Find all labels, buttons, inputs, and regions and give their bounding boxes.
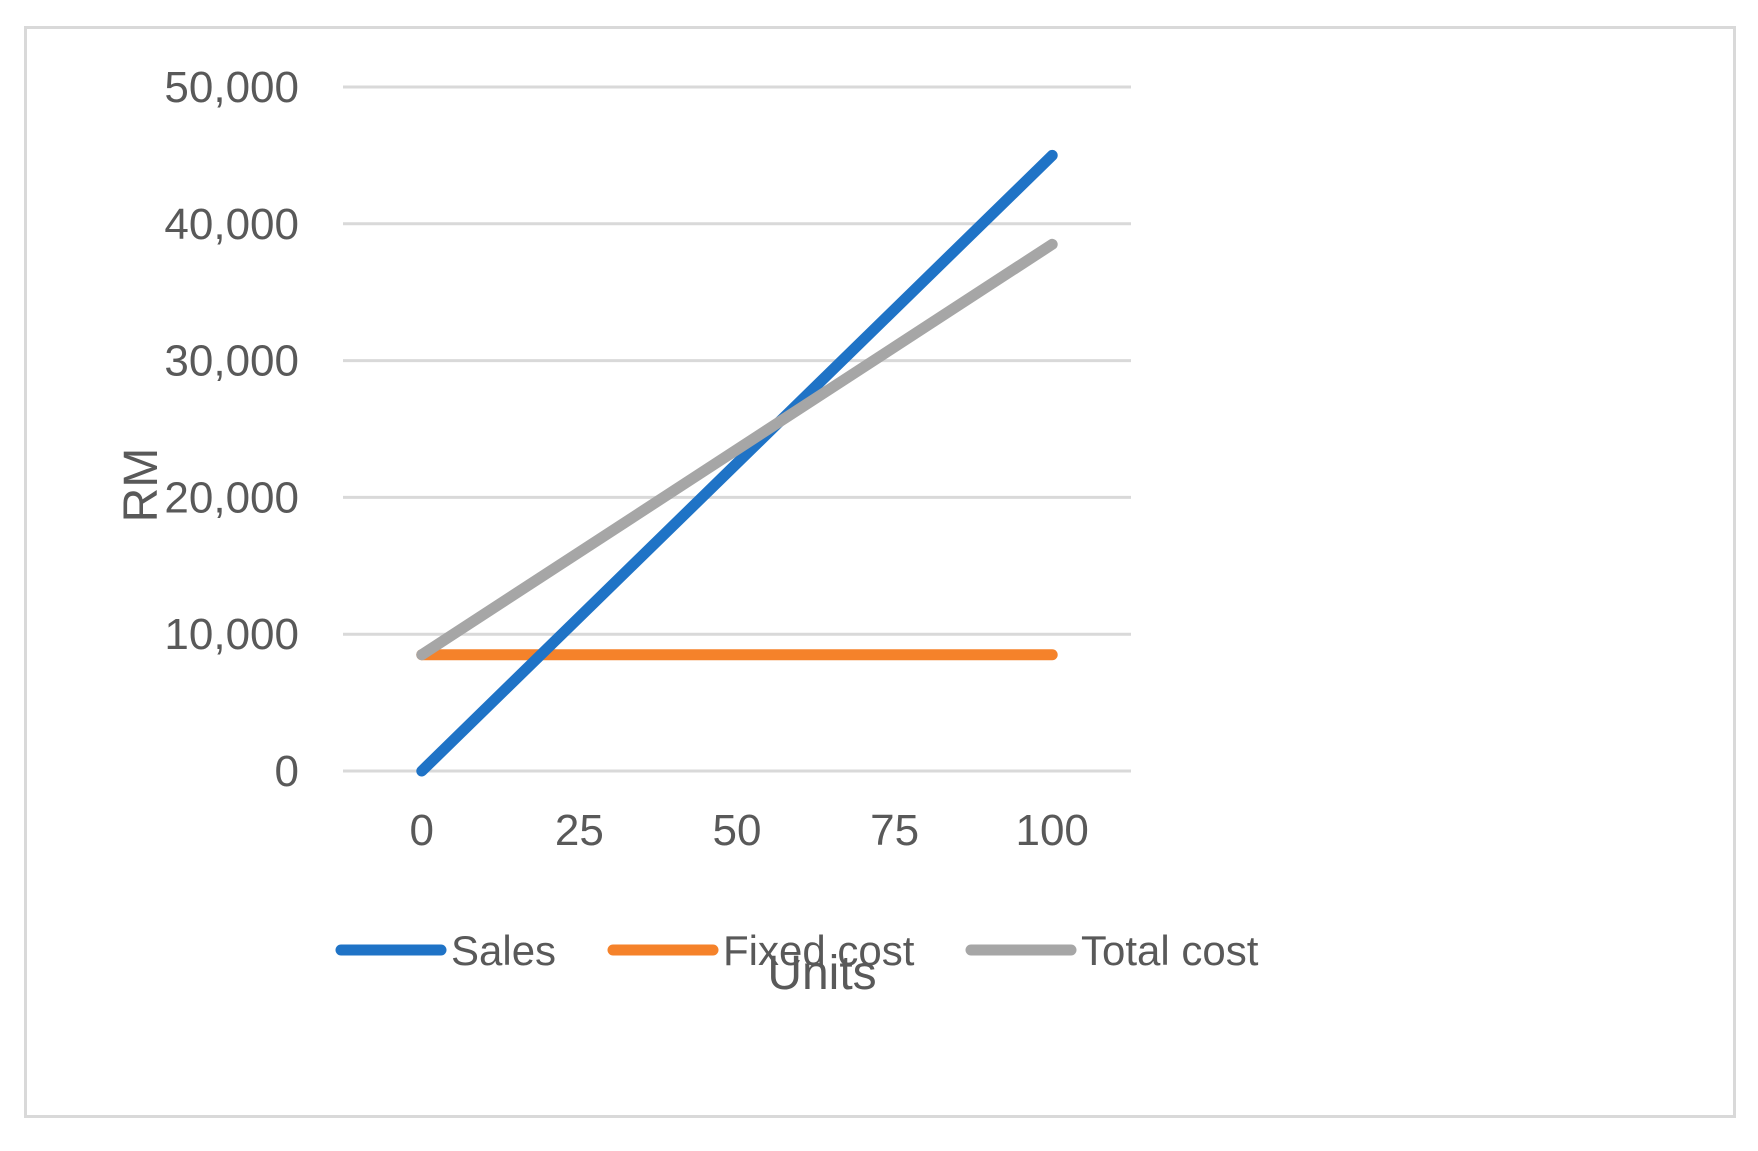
chart-frame: 0 10,000 20,000 30,000 40,000 50,000 0 25 50 75 1… — [24, 26, 1736, 1118]
gridlines — [343, 85, 1131, 773]
y-tick-label: 0 — [275, 747, 299, 796]
y-axis-title: RM — [115, 448, 168, 523]
x-tick-label: 100 — [1015, 806, 1088, 855]
y-tick-label: 10,000 — [164, 610, 299, 659]
legend-label-fixed-cost: Fixed cost — [723, 927, 915, 974]
x-tick-label: 25 — [555, 806, 604, 855]
series-line-sales — [416, 149, 1058, 777]
legend-label-total-cost: Total cost — [1081, 927, 1259, 974]
x-axis-title: Units — [767, 947, 876, 1000]
legend: Sales Fixed cost Total cost — [335, 927, 1259, 974]
legend-label-sales: Sales — [451, 927, 556, 974]
x-tick-label: 0 — [410, 806, 434, 855]
x-tick-label: 50 — [713, 806, 762, 855]
y-tick-label: 40,000 — [164, 200, 299, 249]
series-line-total-cost — [416, 238, 1058, 661]
data-series — [416, 149, 1058, 777]
y-axis-tick-labels: 0 10,000 20,000 30,000 40,000 50,000 — [164, 63, 299, 796]
x-axis-tick-labels: 0 25 50 75 100 — [410, 806, 1089, 855]
y-tick-label: 30,000 — [164, 337, 299, 386]
y-tick-label: 20,000 — [164, 473, 299, 522]
x-tick-label: 75 — [870, 806, 919, 855]
break-even-chart: 0 10,000 20,000 30,000 40,000 50,000 0 25 50 75 1… — [115, 63, 1259, 1000]
y-tick-label: 50,000 — [164, 63, 299, 112]
